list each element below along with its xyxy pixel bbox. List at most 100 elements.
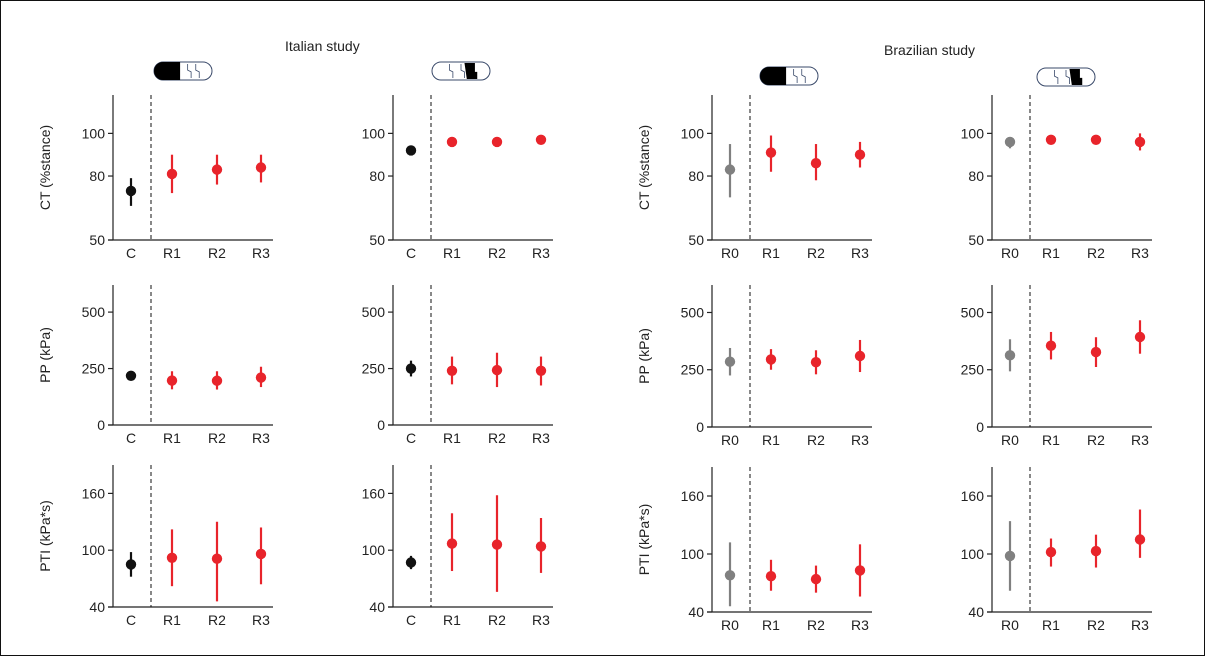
x-tick-label: R2: [488, 245, 506, 261]
x-tick-label: R1: [1042, 617, 1060, 633]
data-point: [810, 573, 822, 585]
panel-ct_it_forefoot: 50 80 100 CT (%stance) C R1 R2 R3: [37, 95, 273, 261]
data-point: [724, 570, 736, 581]
y-tick-label: 80: [89, 168, 105, 184]
x-tick-label: R2: [807, 432, 825, 448]
data-point: [1090, 134, 1102, 145]
foot-segment-line: [449, 64, 454, 78]
y-tick-label: 50: [369, 232, 385, 248]
data-point: [535, 541, 547, 552]
panel-pp_it_forefoot: 0 250 500 PP (kPa) C R1 R2 R3: [37, 285, 273, 446]
panel-ct_br_heel: 50 80 100 R0 R1 R2 R3: [961, 95, 1152, 261]
y-tick-label: 100: [961, 125, 985, 141]
data-point: [446, 538, 458, 549]
y-tick-label: 250: [82, 361, 106, 377]
x-tick-label: R1: [443, 245, 461, 261]
data-point: [810, 356, 822, 368]
y-tick-label: 100: [681, 546, 705, 562]
data-point: [724, 356, 736, 367]
y-tick-label: 100: [362, 542, 386, 558]
y-tick-label: 250: [362, 361, 386, 377]
panel-pp_br_heel: 0 250 500 R0 R1 R2 R3: [961, 285, 1152, 448]
panel-pti_br_heel: 40 100 160 R0 R1 R2 R3: [961, 467, 1152, 633]
y-tick-label: 40: [688, 604, 704, 620]
data-point: [1134, 534, 1146, 545]
y-tick-label: 100: [681, 125, 705, 141]
data-point: [491, 136, 503, 148]
forefoot-region-fill: [154, 62, 181, 80]
x-tick-label: C: [406, 612, 416, 628]
y-tick-label: 500: [82, 304, 106, 320]
y-tick-label: 160: [681, 488, 705, 504]
foot-segment-line: [187, 64, 192, 78]
x-tick-label: R3: [851, 245, 869, 261]
foot-segment-line: [1065, 70, 1070, 84]
y-tick-label: 40: [89, 599, 105, 615]
data-point: [1004, 550, 1016, 562]
panel-pp_br_forefoot: 0 250 500 PP (kPa) R0 R1 R2 R3: [636, 285, 872, 448]
panel-ct_it_heel: 50 80 100 C R1 R2 R3: [362, 95, 553, 261]
x-tick-label: R1: [163, 245, 181, 261]
foot-segment-line: [460, 64, 465, 78]
data-point: [765, 354, 777, 365]
heel-region-fill: [464, 63, 478, 79]
x-tick-label: R0: [721, 432, 739, 448]
y-tick-label: 500: [961, 304, 985, 320]
y-axis-label: CT (%stance): [636, 125, 652, 210]
x-tick-label: R3: [851, 432, 869, 448]
heel-region-fill: [1069, 69, 1083, 85]
y-tick-label: 100: [82, 542, 106, 558]
x-tick-label: C: [126, 612, 136, 628]
y-tick-label: 500: [681, 304, 705, 320]
y-tick-label: 50: [968, 232, 984, 248]
data-point: [765, 571, 777, 582]
foot-segment-line: [1054, 70, 1059, 84]
y-tick-label: 100: [362, 125, 386, 141]
data-point: [854, 149, 866, 160]
data-point: [166, 168, 178, 180]
data-point: [405, 363, 417, 374]
x-tick-label: R1: [1042, 432, 1060, 448]
data-point: [166, 375, 178, 386]
y-tick-label: 0: [976, 419, 984, 435]
x-tick-label: R3: [851, 617, 869, 633]
data-point: [166, 552, 178, 563]
data-point: [211, 375, 223, 386]
data-point: [1045, 546, 1057, 558]
x-tick-label: R2: [1087, 245, 1105, 261]
data-point: [724, 164, 736, 175]
y-tick-label: 500: [362, 304, 386, 320]
y-tick-label: 80: [968, 168, 984, 184]
y-tick-label: 160: [362, 485, 386, 501]
x-tick-label: C: [406, 430, 416, 446]
data-point: [125, 559, 137, 570]
x-tick-label: R2: [488, 430, 506, 446]
x-tick-label: R2: [208, 612, 226, 628]
y-tick-label: 100: [82, 125, 106, 141]
x-tick-label: R2: [807, 245, 825, 261]
x-tick-label: C: [406, 245, 416, 261]
foot-icons: [153, 61, 1096, 87]
heel-region-icon: [1036, 67, 1096, 87]
x-tick-label: R3: [252, 612, 270, 628]
x-tick-label: R3: [532, 430, 550, 446]
x-tick-label: R3: [252, 245, 270, 261]
y-tick-label: 40: [369, 599, 385, 615]
data-point: [446, 136, 458, 148]
data-point: [1004, 350, 1016, 361]
x-tick-label: R0: [1001, 617, 1019, 633]
panels: 50 80 100 CT (%stance) C R1 R2 R3 50 80 100 C R1 R2 R3…: [37, 95, 1152, 633]
x-tick-label: R0: [1001, 245, 1019, 261]
x-tick-label: R3: [1131, 617, 1149, 633]
y-tick-label: 0: [97, 417, 105, 433]
forefoot-region-icon: [759, 66, 819, 86]
data-point: [535, 365, 547, 377]
y-tick-label: 50: [89, 232, 105, 248]
foot-segment-line: [793, 69, 798, 83]
x-tick-label: R1: [443, 430, 461, 446]
data-point: [854, 350, 866, 362]
x-tick-label: R1: [762, 245, 780, 261]
data-point: [405, 145, 417, 156]
panel-ct_br_forefoot: 50 80 100 CT (%stance) R0 R1 R2 R3: [636, 95, 872, 261]
y-tick-label: 160: [82, 485, 106, 501]
